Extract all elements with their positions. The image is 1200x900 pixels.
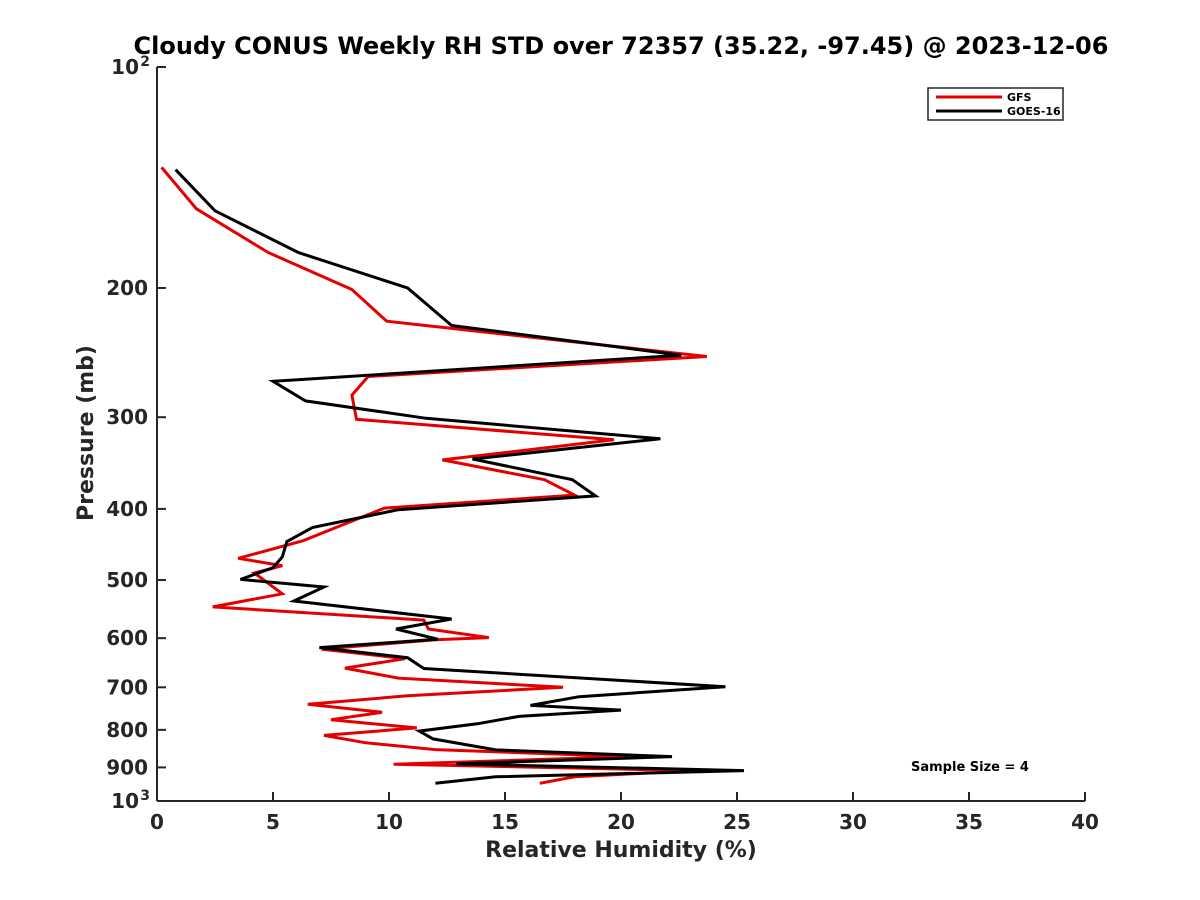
series-layer (160, 166, 745, 785)
y-tick-label: 500 (106, 568, 148, 592)
x-tick-label: 10 (375, 810, 403, 834)
x-tick-label: 30 (839, 810, 867, 834)
y-tick-label: 300 (106, 405, 148, 429)
legend-label-goes: GOES-16 (1007, 105, 1061, 118)
y-tick-label: 700 (106, 675, 148, 699)
x-tick-label: 5 (266, 810, 280, 834)
x-axis-label: Relative Humidity (%) (485, 838, 757, 863)
y-tick-power-exponent: 3 (140, 788, 150, 804)
y-tick-label: 400 (106, 497, 148, 521)
legend: GFS GOES-16 (927, 87, 1064, 121)
x-ticks: 0 5 10 15 20 25 30 35 40 (150, 792, 1099, 834)
x-tick-label: 25 (723, 810, 751, 834)
legend-label-gfs: GFS (1007, 91, 1032, 104)
y-tick-label: 900 (106, 755, 148, 779)
sample-size-annotation: Sample Size = 4 (911, 760, 1029, 775)
y-tick-power-base: 10 (111, 55, 139, 79)
chart-title: Cloudy CONUS Weekly RH STD over 72357 (3… (134, 32, 1109, 60)
y-axis-label: Pressure (mb) (74, 345, 99, 521)
y-tick-label-power: 10 (111, 55, 139, 79)
y-tick-power-exponent: 2 (140, 54, 150, 70)
series-line-gfs (160, 166, 707, 785)
y-tick-label: 200 (106, 276, 148, 300)
y-tick-label: 600 (106, 626, 148, 650)
x-tick-label: 40 (1071, 810, 1099, 834)
y-tick-label-power: 10 (111, 789, 139, 813)
x-tick-label: 15 (491, 810, 519, 834)
y-tick-label: 800 (106, 718, 148, 742)
y-tick-power-base: 10 (111, 789, 139, 813)
series-line-goes-16 (174, 168, 745, 785)
x-tick-label: 20 (607, 810, 635, 834)
legend-box (927, 87, 1064, 121)
x-tick-label: 35 (955, 810, 983, 834)
x-tick-label: 0 (150, 810, 164, 834)
plot-area: 0 5 10 15 20 25 30 35 40 200 300 400 500 600 700 800 90… (106, 54, 1099, 834)
